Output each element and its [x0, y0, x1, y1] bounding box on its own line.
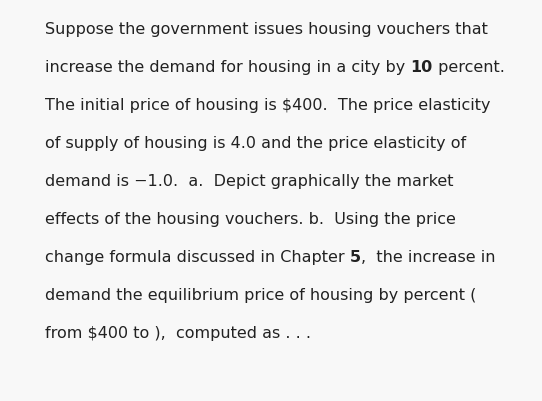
Text: ,  the increase in: , the increase in [361, 250, 495, 265]
Text: 5: 5 [350, 250, 361, 265]
Text: increase the demand for housing in a city by: increase the demand for housing in a cit… [45, 60, 410, 75]
Text: demand is −1.0.  a.  Depict graphically the market: demand is −1.0. a. Depict graphically th… [45, 174, 454, 189]
Text: 10: 10 [410, 60, 433, 75]
Text: percent.: percent. [433, 60, 505, 75]
Text: The initial price of housing is $400.  The price elasticity: The initial price of housing is $400. Th… [45, 98, 491, 113]
Text: demand the equilibrium price of housing by percent (: demand the equilibrium price of housing … [45, 288, 476, 303]
Text: effects of the housing vouchers. b.  Using the price: effects of the housing vouchers. b. Usin… [45, 212, 456, 227]
Text: change formula discussed in Chapter: change formula discussed in Chapter [45, 250, 350, 265]
Text: of supply of housing is 4.0 and the price elasticity of: of supply of housing is 4.0 and the pric… [45, 136, 466, 151]
Text: from $400 to ),  computed as . . .: from $400 to ), computed as . . . [45, 326, 311, 341]
Text: Suppose the government issues housing vouchers that: Suppose the government issues housing vo… [45, 22, 488, 37]
